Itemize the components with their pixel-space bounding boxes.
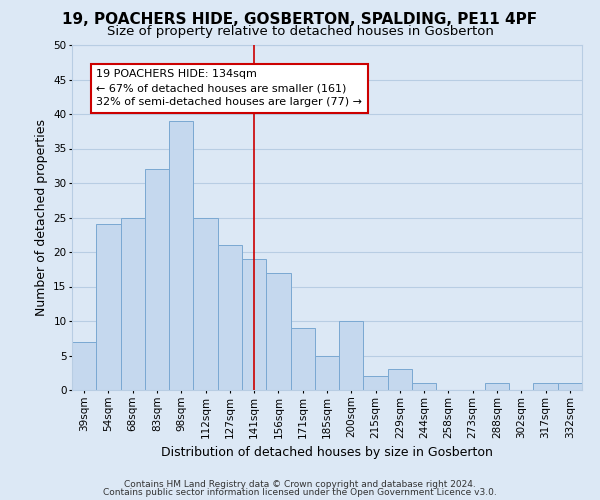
Text: 19 POACHERS HIDE: 134sqm
← 67% of detached houses are smaller (161)
32% of semi-: 19 POACHERS HIDE: 134sqm ← 67% of detach… bbox=[96, 69, 362, 107]
X-axis label: Distribution of detached houses by size in Gosberton: Distribution of detached houses by size … bbox=[161, 446, 493, 459]
Bar bbox=[485, 383, 509, 390]
Bar bbox=[339, 321, 364, 390]
Bar bbox=[533, 383, 558, 390]
Bar bbox=[412, 383, 436, 390]
Text: Contains public sector information licensed under the Open Government Licence v3: Contains public sector information licen… bbox=[103, 488, 497, 497]
Bar bbox=[558, 383, 582, 390]
Bar bbox=[315, 356, 339, 390]
Y-axis label: Number of detached properties: Number of detached properties bbox=[35, 119, 47, 316]
Text: Size of property relative to detached houses in Gosberton: Size of property relative to detached ho… bbox=[107, 25, 493, 38]
Bar bbox=[266, 272, 290, 390]
Bar bbox=[121, 218, 145, 390]
Bar bbox=[96, 224, 121, 390]
Text: Contains HM Land Registry data © Crown copyright and database right 2024.: Contains HM Land Registry data © Crown c… bbox=[124, 480, 476, 489]
Bar bbox=[290, 328, 315, 390]
Bar bbox=[145, 169, 169, 390]
Bar bbox=[242, 259, 266, 390]
Bar bbox=[388, 370, 412, 390]
Text: 19, POACHERS HIDE, GOSBERTON, SPALDING, PE11 4PF: 19, POACHERS HIDE, GOSBERTON, SPALDING, … bbox=[62, 12, 538, 28]
Bar bbox=[218, 245, 242, 390]
Bar bbox=[193, 218, 218, 390]
Bar bbox=[169, 121, 193, 390]
Bar bbox=[364, 376, 388, 390]
Bar bbox=[72, 342, 96, 390]
